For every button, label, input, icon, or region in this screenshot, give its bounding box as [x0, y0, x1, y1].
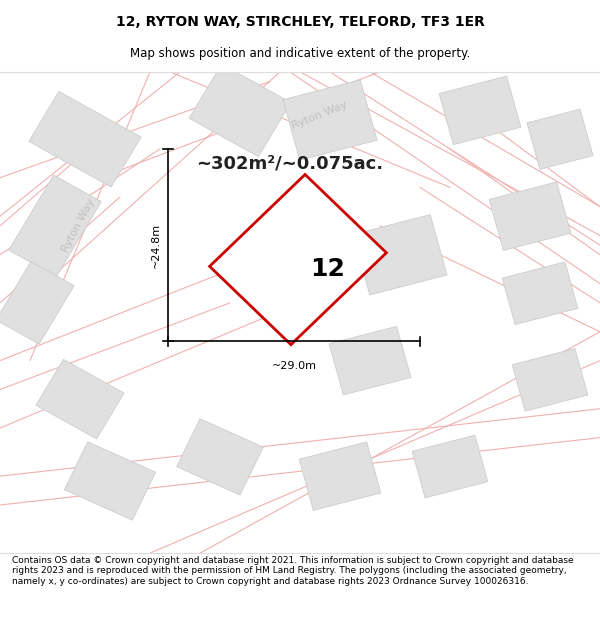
- Polygon shape: [512, 349, 588, 411]
- Polygon shape: [329, 326, 411, 395]
- Polygon shape: [0, 262, 74, 344]
- Polygon shape: [209, 174, 386, 344]
- Polygon shape: [527, 109, 593, 169]
- Polygon shape: [189, 64, 291, 157]
- Polygon shape: [502, 262, 578, 324]
- Text: Contains OS data © Crown copyright and database right 2021. This information is : Contains OS data © Crown copyright and d…: [12, 556, 574, 586]
- Polygon shape: [36, 359, 124, 439]
- Text: ~24.8m: ~24.8m: [151, 222, 161, 268]
- Polygon shape: [29, 91, 141, 187]
- Text: ~302m²/~0.075ac.: ~302m²/~0.075ac.: [196, 154, 383, 173]
- Polygon shape: [353, 214, 447, 295]
- Text: 12, RYTON WAY, STIRCHLEY, TELFORD, TF3 1ER: 12, RYTON WAY, STIRCHLEY, TELFORD, TF3 1…: [116, 14, 484, 29]
- Polygon shape: [489, 182, 571, 251]
- Text: 12: 12: [311, 258, 346, 281]
- Polygon shape: [283, 80, 377, 160]
- Text: Ryton Way: Ryton Way: [59, 198, 97, 254]
- Polygon shape: [299, 442, 381, 511]
- Polygon shape: [64, 442, 155, 520]
- Polygon shape: [439, 76, 521, 144]
- Polygon shape: [176, 419, 263, 495]
- Text: Ryton Way: Ryton Way: [290, 99, 349, 131]
- Polygon shape: [8, 175, 101, 277]
- Text: Map shows position and indicative extent of the property.: Map shows position and indicative extent…: [130, 48, 470, 61]
- Text: ~29.0m: ~29.0m: [271, 361, 317, 371]
- Polygon shape: [412, 435, 488, 498]
